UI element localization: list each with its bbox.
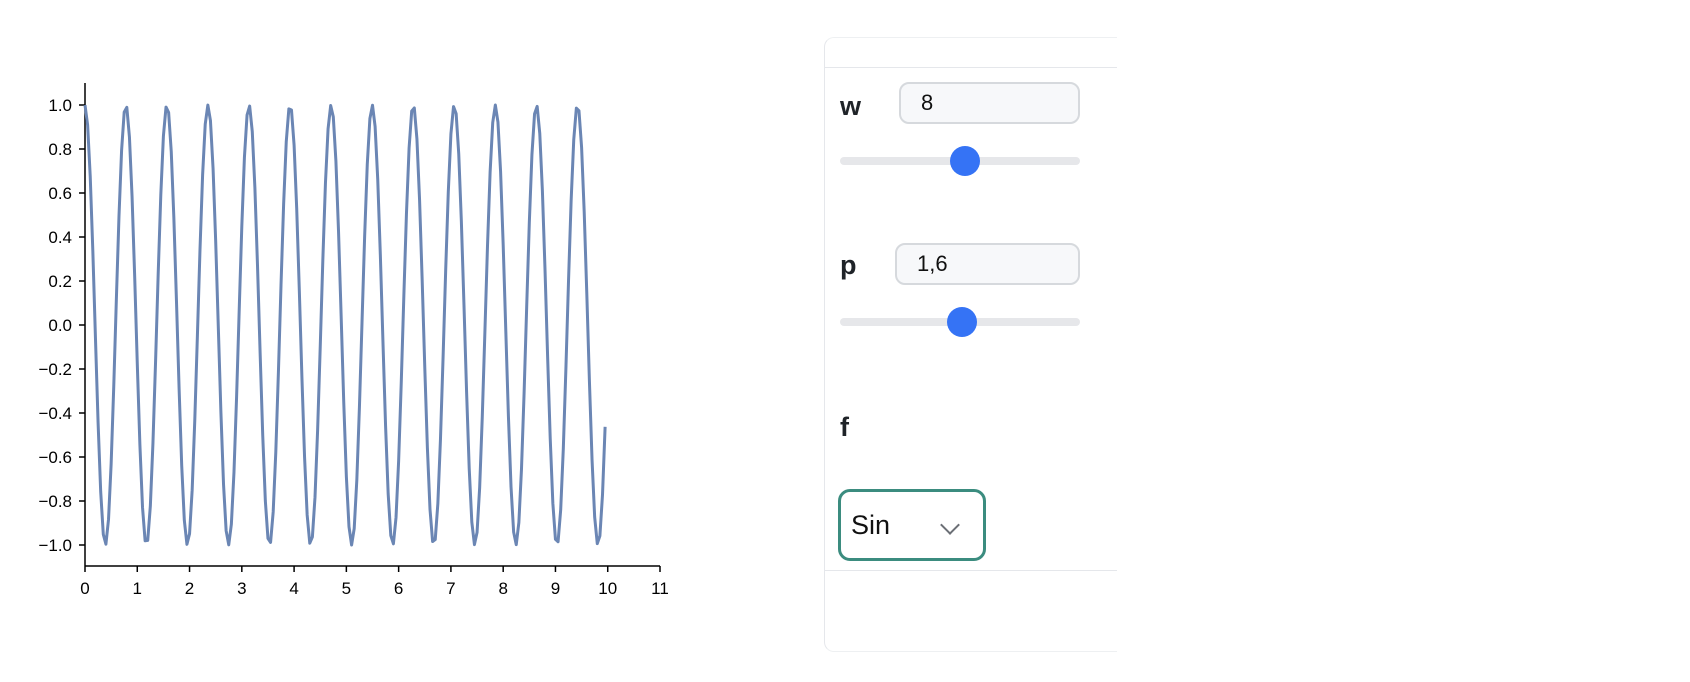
y-tick-label: −1.0 xyxy=(38,536,72,555)
p-slider-thumb[interactable] xyxy=(947,307,978,337)
x-tick-label: 9 xyxy=(551,579,560,598)
w-input[interactable] xyxy=(899,82,1080,124)
y-tick-label: −0.8 xyxy=(38,492,72,511)
x-tick-label: 0 xyxy=(80,579,89,598)
x-tick-label: 4 xyxy=(289,579,298,598)
f-label: f xyxy=(840,412,849,442)
y-tick-label: 0.6 xyxy=(48,184,72,203)
w-slider[interactable] xyxy=(840,146,1080,176)
x-axis: 0 1 2 3 4 5 6 7 8 9 10 11 xyxy=(80,565,669,598)
p-label: p xyxy=(840,250,857,280)
controls-panel: w p f Sin xyxy=(824,37,1117,652)
function-select[interactable]: Sin xyxy=(838,489,986,561)
x-tick-label: 10 xyxy=(598,579,617,598)
x-tick-label: 1 xyxy=(133,579,142,598)
series-line xyxy=(83,103,607,547)
w-label: w xyxy=(840,91,862,121)
w-slider-thumb[interactable] xyxy=(949,146,980,176)
y-tick-label: 0.0 xyxy=(48,316,72,335)
y-tick-label: −0.2 xyxy=(38,360,72,379)
x-tick-label: 8 xyxy=(498,579,507,598)
x-tick-label: 3 xyxy=(237,579,246,598)
y-tick-label: −0.4 xyxy=(38,404,72,423)
p-slider[interactable] xyxy=(840,307,1080,337)
y-tick-label: 0.4 xyxy=(48,228,72,247)
y-tick-label: 1.0 xyxy=(48,96,72,115)
x-tick-label: 2 xyxy=(185,579,194,598)
x-tick-label: 6 xyxy=(394,579,403,598)
function-select-value: Sin xyxy=(851,510,891,540)
y-tick-label: 0.8 xyxy=(48,140,72,159)
y-tick-label: 0.2 xyxy=(48,272,72,291)
x-tick-label: 5 xyxy=(342,579,351,598)
x-tick-label: 7 xyxy=(446,579,455,598)
line-chart: 1.0 0.8 0.6 0.4 0.2 0.0 −0.2 −0.4 −0.6 −0.8 −1.0 0… xyxy=(38,83,669,598)
chevron-down-icon xyxy=(940,515,960,535)
y-tick-label: −0.6 xyxy=(38,448,72,467)
p-input[interactable] xyxy=(895,243,1080,285)
y-axis: 1.0 0.8 0.6 0.4 0.2 0.0 −0.2 −0.4 −0.6 −0.8 −1.0 xyxy=(38,83,86,566)
panel-divider-bottom xyxy=(825,570,1117,571)
panel-divider-top xyxy=(825,67,1117,68)
x-tick-label: 11 xyxy=(651,579,669,598)
